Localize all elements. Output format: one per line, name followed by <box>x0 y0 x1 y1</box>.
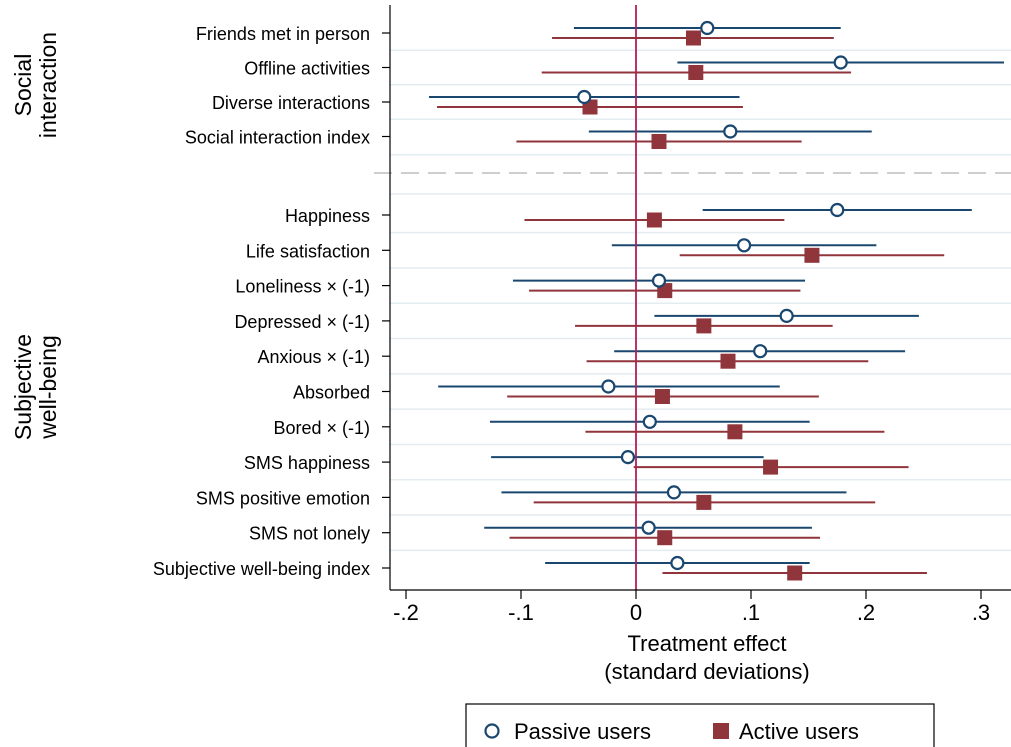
group-labels: Social interaction Subjective well-being <box>10 32 61 440</box>
group-label-line1: Social <box>10 54 36 117</box>
marker-active <box>647 213 662 228</box>
marker-passive <box>643 522 655 534</box>
legend-active-marker <box>713 723 729 739</box>
marker-active <box>688 65 703 80</box>
row-label: Offline activities <box>244 59 370 79</box>
x-tick-label: 0 <box>630 600 642 625</box>
marker-active <box>804 248 819 263</box>
x-tick-label: .3 <box>972 600 990 625</box>
row-label: SMS happiness <box>244 453 370 473</box>
row-label: Diverse interactions <box>212 93 370 113</box>
marker-active <box>652 134 667 149</box>
marker-active <box>655 389 670 404</box>
row-label: Subjective well-being index <box>153 559 370 579</box>
marker-passive <box>831 204 843 216</box>
marker-passive <box>671 557 683 569</box>
legend: Passive users Active users <box>466 704 934 747</box>
marker-passive <box>738 239 750 251</box>
x-axis-title-line1: Treatment effect <box>628 631 787 656</box>
marker-active <box>696 495 711 510</box>
row-label: Happiness <box>285 206 370 226</box>
row-label: Social interaction index <box>185 128 370 148</box>
row-label: SMS not lonely <box>249 524 370 544</box>
marker-active <box>727 424 742 439</box>
marker-passive <box>754 345 766 357</box>
marker-active <box>696 318 711 333</box>
row-label: SMS positive emotion <box>196 488 370 508</box>
marker-passive <box>622 451 634 463</box>
marker-passive <box>644 416 656 428</box>
gridlines <box>374 50 1011 550</box>
row-label: Life satisfaction <box>246 241 370 261</box>
x-tick-label: .2 <box>857 600 875 625</box>
estimate-marks <box>578 22 846 581</box>
legend-active-label: Active users <box>739 719 859 744</box>
row-label: Loneliness × (-1) <box>235 277 370 297</box>
marker-active <box>763 460 778 475</box>
plot-rows: Friends met in person Offline activities D… <box>153 24 1004 579</box>
marker-passive <box>668 486 680 498</box>
x-tick-label: .1 <box>742 600 760 625</box>
marker-passive <box>653 275 665 287</box>
marker-passive <box>701 22 713 34</box>
marker-passive <box>835 57 847 69</box>
marker-active <box>721 354 736 369</box>
row-label: Absorbed <box>293 383 370 403</box>
marker-passive <box>578 91 590 103</box>
row-label: Friends met in person <box>196 24 370 44</box>
x-axis-title-line2: (standard deviations) <box>604 659 809 684</box>
x-tick-label: -.1 <box>508 600 534 625</box>
group-label-line2: well-being <box>35 335 61 440</box>
legend-passive-marker <box>486 725 499 738</box>
legend-passive-label: Passive users <box>514 719 651 744</box>
row-label: Anxious × (-1) <box>257 347 370 367</box>
marker-active <box>787 566 802 581</box>
row-label: Depressed × (-1) <box>234 312 370 332</box>
marker-passive <box>724 126 736 138</box>
x-tick-label: -.2 <box>393 600 419 625</box>
group-label-line2: interaction <box>35 32 61 138</box>
row-label: Bored × (-1) <box>273 418 370 438</box>
marker-passive <box>602 381 614 393</box>
group-label-line1: Subjective <box>10 334 36 440</box>
marker-active <box>686 31 701 46</box>
marker-passive <box>781 310 793 322</box>
marker-active <box>657 530 672 545</box>
